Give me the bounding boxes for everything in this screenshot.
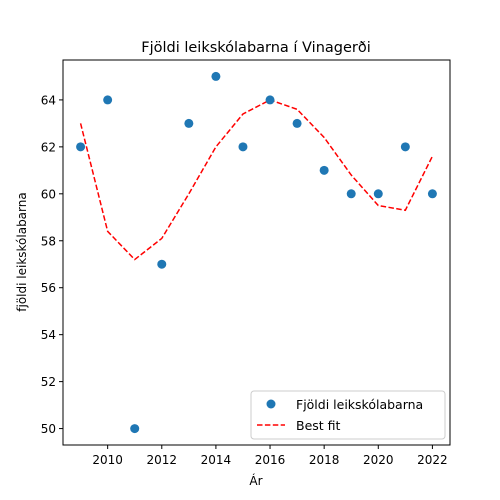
- data-point: [130, 424, 140, 434]
- data-point: [319, 165, 329, 175]
- data-point: [292, 118, 302, 128]
- plot-area: [62, 59, 451, 446]
- data-point: [76, 142, 86, 152]
- best-fit-series: [79, 99, 434, 261]
- data-point: [184, 118, 194, 128]
- y-tick-label: 56: [41, 281, 56, 295]
- data-point: [211, 71, 221, 81]
- legend-label-scatter: Fjöldi leikskólabarna: [296, 397, 423, 412]
- y-tick-label: 50: [41, 422, 56, 436]
- legend-marker-scatter: [266, 399, 276, 409]
- legend-box: [250, 390, 446, 440]
- x-axis: 2010 2012 2014 2016 2018 2020 2022: [92, 445, 448, 467]
- x-axis-label: Ár: [249, 473, 262, 488]
- y-tick-label: 64: [41, 93, 56, 107]
- data-point: [265, 95, 275, 105]
- y-tick-label: 60: [41, 187, 56, 201]
- x-tick-label: 2010: [92, 453, 123, 467]
- x-tick-label: 2016: [255, 453, 286, 467]
- y-tick-label: 58: [41, 234, 56, 248]
- data-point: [346, 189, 356, 199]
- x-tick-label: 2018: [309, 453, 340, 467]
- data-point: [400, 142, 410, 152]
- legend: Fjöldi leikskólabarna Best fit: [250, 390, 446, 440]
- chart-title: Fjöldi leikskólabarna í Vinagerði: [141, 40, 371, 56]
- data-point: [427, 189, 437, 199]
- data-point: [103, 95, 113, 105]
- y-axis-label: fjöldi leikskólabarna: [15, 192, 29, 311]
- data-point: [373, 189, 383, 199]
- x-tick-label: 2014: [201, 453, 232, 467]
- scatter-series: [76, 71, 437, 434]
- legend-label-best-fit: Best fit: [296, 418, 341, 433]
- best-fit-line: [79, 99, 434, 261]
- y-tick-label: 52: [41, 375, 56, 389]
- x-tick-label: 2020: [363, 453, 394, 467]
- y-tick-label: 54: [41, 328, 56, 342]
- y-tick-label: 62: [41, 140, 56, 154]
- data-point: [238, 142, 248, 152]
- x-tick-label: 2012: [147, 453, 178, 467]
- data-point: [157, 259, 167, 269]
- y-axis: 50 52 54 56 58 60 62 64: [41, 93, 63, 436]
- x-tick-label: 2022: [417, 453, 448, 467]
